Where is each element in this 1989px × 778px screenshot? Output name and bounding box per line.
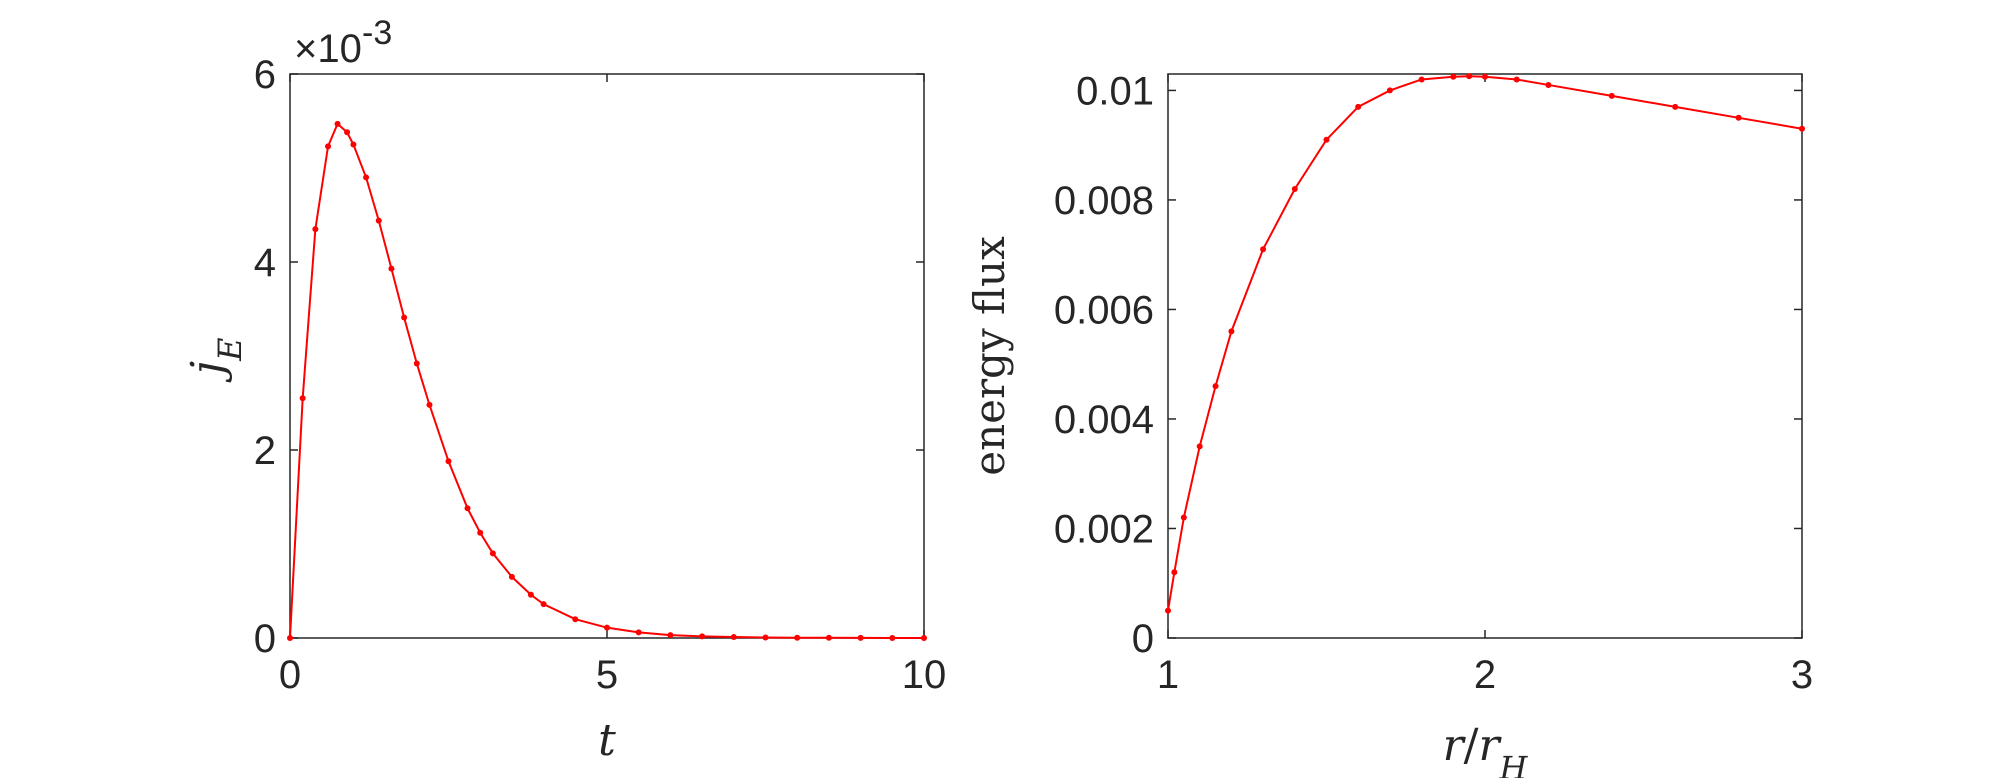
right-data-point [1450, 73, 1457, 80]
left-data-point [857, 634, 864, 641]
left-data-point [489, 550, 496, 557]
right-data-point [1545, 81, 1552, 88]
left-y-label-sub: E [211, 337, 249, 361]
left-data-point [325, 143, 332, 150]
left-data-point [825, 634, 832, 641]
left-data-point [527, 591, 534, 598]
right-x-axis-label: r/rH [1443, 720, 1529, 778]
left-x-tick-label: 10 [902, 653, 947, 697]
left-data-point [312, 226, 319, 233]
right-x-tick-label: 1 [1157, 653, 1179, 697]
right-x-tick-label: 2 [1474, 653, 1496, 697]
left-data-point [344, 129, 351, 136]
left-data-point [299, 395, 306, 402]
left-y-exponent-base: ×10 [294, 27, 362, 71]
right-data-point [1482, 73, 1488, 80]
right-data-point [1355, 103, 1362, 110]
right-data-point [1608, 92, 1615, 99]
left-data-point [540, 601, 547, 608]
right-y-axis-label: energy flux [965, 236, 1014, 476]
right-data-point [1171, 569, 1178, 576]
right-plot-frame [1167, 73, 1803, 639]
left-data-point [699, 633, 706, 640]
right-data-point [1466, 73, 1473, 80]
left-data-point [477, 529, 484, 536]
left-data-point [762, 634, 769, 641]
left-plot-frame [289, 73, 925, 639]
left-data-point [350, 141, 357, 148]
left-data-point [921, 634, 927, 641]
left-y-tick-label: 0 [254, 617, 276, 661]
left-data-point [464, 505, 471, 512]
right-y-tick-label: 0.004 [1054, 398, 1154, 442]
left-data-point [730, 634, 737, 641]
right-data-point [1735, 114, 1742, 121]
right-y-tick-label: 0.002 [1054, 507, 1154, 551]
right-y-axis-label-group: energy flux [965, 236, 1014, 476]
right-data-point [1672, 103, 1679, 110]
right-data-point [1228, 328, 1235, 335]
left-data-point [413, 360, 420, 367]
right-data-point [1291, 185, 1298, 192]
right-x-label-den-sub: H [1499, 749, 1529, 778]
left-data-point [635, 629, 642, 636]
left-x-axis-label: t [598, 715, 616, 766]
left-y-tick-label: 6 [254, 53, 276, 97]
left-y-tick-label: 4 [254, 241, 276, 285]
right-y-tick-label: 0.01 [1076, 69, 1154, 113]
right-data-point [1165, 607, 1171, 614]
right-data-point [1799, 125, 1805, 132]
right-y-tick-label: 0.006 [1054, 288, 1154, 332]
right-x-label-slash: / [1464, 720, 1479, 771]
right-series [1165, 73, 1805, 614]
left-data-point [889, 634, 896, 641]
right-data-point [1180, 514, 1187, 521]
left-ticks: 0 5 10 0 2 4 6 [254, 53, 947, 697]
left-data-point [572, 616, 579, 623]
left-data-point [604, 624, 610, 631]
left-data-point [375, 217, 382, 224]
right-data-point [1386, 87, 1393, 94]
left-data-point [363, 174, 370, 181]
left-data-point [388, 265, 395, 272]
right-y-tick-label: 0.008 [1054, 179, 1154, 223]
left-y-tick-label: 2 [254, 429, 276, 473]
left-data-point [401, 314, 408, 321]
left-data-point [794, 634, 801, 641]
left-data-point [445, 458, 452, 465]
right-data-point [1418, 76, 1425, 83]
right-ticks: 1 2 3 0 0.002 0.004 0.006 0.008 0.01 [1054, 69, 1813, 697]
right-y-tick-label: 0 [1132, 617, 1154, 661]
left-data-point [334, 120, 341, 127]
right-x-label-den: r [1478, 720, 1502, 771]
right-data-point [1513, 76, 1520, 83]
right-x-label-num: r [1443, 720, 1467, 771]
left-data-point [426, 401, 433, 408]
left-data-point [508, 573, 515, 580]
right-data-point [1212, 383, 1219, 390]
right-x-tick-label: 3 [1791, 653, 1813, 697]
right-data-point [1323, 136, 1330, 143]
left-data-point [287, 635, 293, 641]
left-x-tick-label: 5 [596, 653, 618, 697]
left-x-tick-label: 0 [279, 653, 301, 697]
right-data-point [1260, 246, 1267, 253]
left-series [287, 120, 927, 641]
right-data-point [1196, 443, 1203, 450]
left-y-exponent-power: -3 [362, 14, 392, 52]
left-data-point [667, 632, 674, 639]
